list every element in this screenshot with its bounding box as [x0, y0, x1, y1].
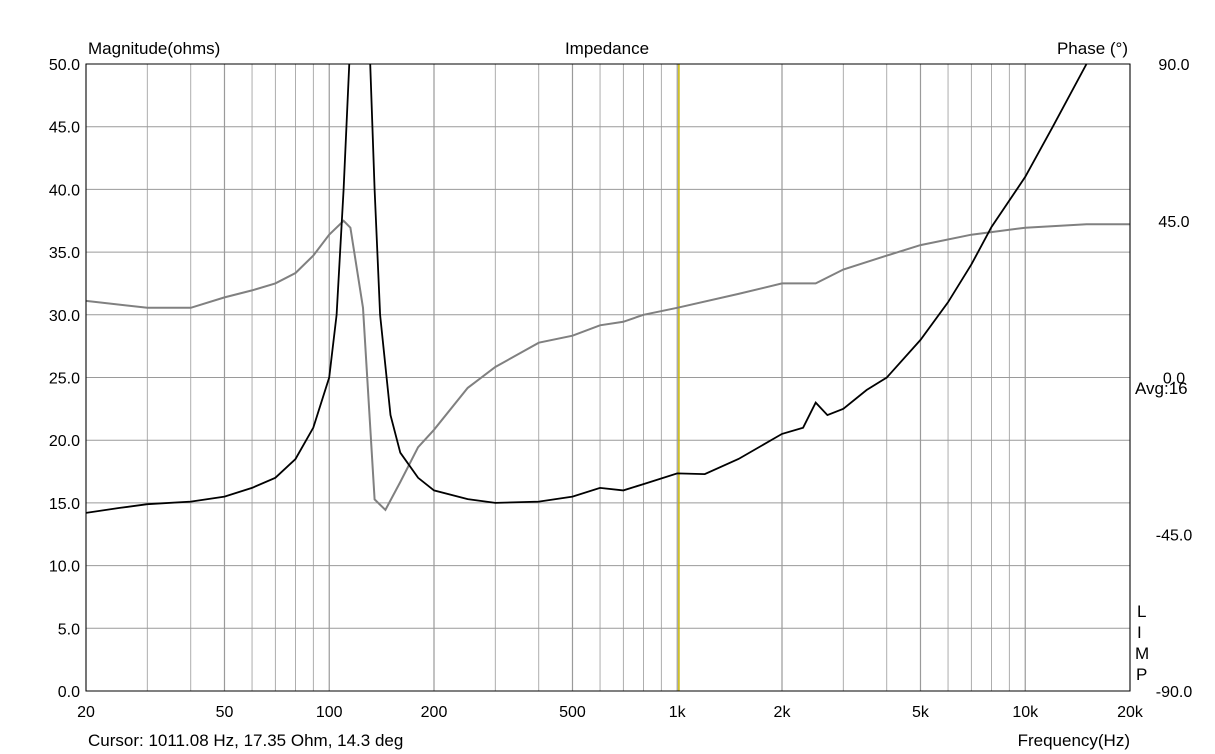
left-tick-label: 5.0	[58, 621, 80, 638]
left-tick-label: 50.0	[49, 57, 80, 74]
right-tick-label: -45.0	[1156, 527, 1193, 544]
side-legend-i: I	[1137, 623, 1142, 642]
x-axis-label: Frequency(Hz)	[1018, 731, 1130, 750]
x-tick-label: 20	[77, 704, 95, 721]
right-tick-label: 90.0	[1158, 57, 1189, 74]
left-axis-label: Magnitude(ohms)	[88, 39, 220, 58]
right-tick-label: 45.0	[1158, 214, 1189, 231]
right-tick-label: -90.0	[1156, 684, 1193, 701]
left-tick-label: 40.0	[49, 182, 80, 199]
x-tick-label: 20k	[1117, 704, 1144, 721]
side-legend-l: L	[1137, 602, 1146, 621]
left-axis-ticks: 0.0 5.0 10.0 15.0 20.0 25.0 30.0 35.0 40.0 45.0 50…	[49, 57, 80, 701]
magnitude-curve	[86, 64, 1088, 514]
right-tick-label: 0.0	[1163, 371, 1185, 388]
left-tick-label: 10.0	[49, 559, 80, 576]
side-legend-m: M	[1135, 644, 1149, 663]
cursor-readout: Cursor: 1011.08 Hz, 17.35 Ohm, 14.3 deg	[88, 731, 403, 750]
left-tick-label: 25.0	[49, 371, 80, 388]
average-label: Avg:16	[1135, 379, 1188, 398]
phase-curve	[86, 219, 1130, 512]
x-tick-label: 100	[316, 704, 343, 721]
left-tick-label: 0.0	[58, 684, 80, 701]
left-tick-label: 15.0	[49, 496, 80, 513]
plot-border	[85, 63, 1131, 692]
side-legend-p: P	[1136, 665, 1147, 684]
right-axis-label: Phase (°)	[1057, 39, 1128, 58]
left-tick-label: 20.0	[49, 433, 80, 450]
x-tick-label: 1k	[669, 704, 687, 721]
chart-title: Impedance	[565, 39, 649, 58]
x-tick-label: 50	[216, 704, 234, 721]
x-tick-label: 2k	[774, 704, 792, 721]
left-tick-label: 30.0	[49, 308, 80, 325]
x-tick-label: 10k	[1012, 704, 1039, 721]
x-axis-ticks: 20 50 100 200 500 1k 2k 5k 10k 20k	[77, 704, 1144, 721]
right-axis-ticks: 90.0 45.0 0.0 -45.0 -90.0	[1156, 57, 1193, 701]
left-tick-label: 35.0	[49, 245, 80, 262]
x-tick-label: 5k	[912, 704, 930, 721]
x-tick-label: 500	[559, 704, 586, 721]
x-tick-label: 200	[421, 704, 448, 721]
left-tick-label: 45.0	[49, 120, 80, 137]
